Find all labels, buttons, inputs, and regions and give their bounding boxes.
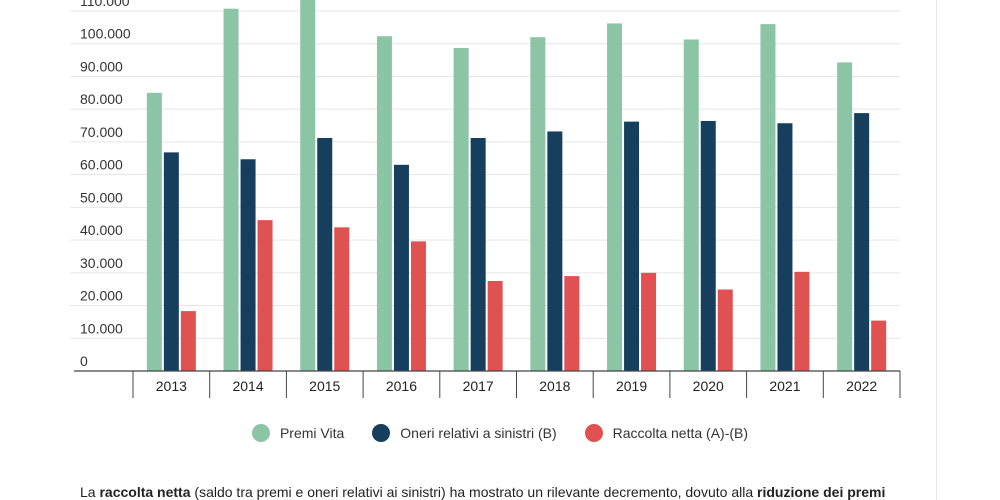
- bar-2016-series-1: [393, 164, 409, 371]
- bar-2021-series-2: [794, 271, 810, 371]
- caption-bold-raccolta: raccolta netta: [99, 484, 191, 500]
- y-tick-label: 70.000: [80, 124, 123, 140]
- y-tick-label: 100.000: [80, 26, 131, 42]
- x-tick-label: 2018: [539, 378, 570, 394]
- bar-2018-series-1: [547, 131, 563, 371]
- bar-2013-series-2: [180, 311, 196, 371]
- bar-2017-series-1: [470, 137, 486, 371]
- bar-2019-series-2: [641, 272, 657, 371]
- bar-2013-series-0: [146, 92, 162, 372]
- bar-2014-series-1: [240, 159, 256, 371]
- bar-2018-series-2: [564, 276, 580, 371]
- bar-2017-series-0: [453, 47, 469, 372]
- legend-dot-premi-vita: [251, 424, 270, 442]
- legend: Premi Vita Oneri relativi a sinistri (B)…: [0, 424, 1000, 442]
- x-axis: 2013 2014 2015 2016 2017 2018 2019 2020 2021 2022: [74, 370, 901, 398]
- caption-part-1: La: [80, 484, 100, 500]
- legend-label-premi-vita: Premi Vita: [279, 425, 345, 441]
- caption-bold-riduzione: riduzione dei premi: [757, 484, 886, 500]
- bar-2022-series-0: [837, 62, 853, 372]
- y-tick-label: 60.000: [80, 157, 123, 173]
- x-tick-label: 2019: [616, 378, 647, 394]
- bar-2016-series-2: [410, 241, 426, 371]
- y-tick-label: 80.000: [80, 91, 123, 107]
- bar-2016-series-0: [376, 36, 392, 371]
- x-tick-label: 2021: [769, 378, 800, 394]
- x-tick-label: 2017: [463, 378, 494, 394]
- bar-2015-series-1: [317, 137, 333, 371]
- y-axis-ticks: 0 10.000 20.000 30.000 40.000 50.000 60.000 70.…: [80, 0, 131, 369]
- legend-dot-raccolta: [584, 424, 603, 442]
- bar-2022-series-1: [854, 113, 870, 371]
- bar-2020-series-1: [700, 120, 716, 371]
- bar-2019-series-1: [624, 121, 640, 371]
- legend-item-premi-vita: Premi Vita: [251, 424, 345, 442]
- y-tick-label: 10.000: [80, 320, 123, 336]
- bar-2021-series-0: [760, 24, 776, 371]
- legend-item-oneri: Oneri relativi a sinistri (B): [372, 424, 557, 442]
- x-tick-label: 2015: [309, 378, 340, 394]
- bar-2020-series-0: [683, 39, 699, 372]
- y-tick-label: 90.000: [80, 58, 123, 74]
- legend-label-oneri: Oneri relativi a sinistri (B): [400, 425, 557, 441]
- x-tick-label: 2022: [846, 378, 877, 394]
- bar-chart: 0 10.000 20.000 30.000 40.000 50.000 60.000 70.…: [70, 0, 901, 398]
- y-tick-label: 30.000: [80, 255, 123, 271]
- y-tick-label: 40.000: [80, 222, 123, 238]
- bar-2020-series-2: [717, 289, 733, 371]
- x-tick-label: 2013: [156, 378, 187, 394]
- bar-2013-series-1: [163, 152, 179, 371]
- bar-2017-series-2: [487, 281, 503, 371]
- bars: [146, 0, 887, 372]
- bar-2022-series-2: [871, 320, 887, 371]
- caption-part-3: (saldo tra premi e oneri relativi ai sin…: [190, 484, 757, 500]
- x-tick-label: 2016: [386, 378, 417, 394]
- page-divider: [936, 0, 937, 500]
- bar-2021-series-1: [777, 123, 793, 371]
- bar-2014-series-2: [257, 220, 273, 371]
- y-tick-label: 50.000: [80, 189, 123, 205]
- legend-label-raccolta: Raccolta netta (A)-(B): [612, 425, 749, 441]
- legend-dot-oneri: [372, 424, 391, 442]
- bar-2014-series-0: [223, 8, 239, 371]
- y-tick-label: 110.000: [80, 0, 130, 9]
- bar-2015-series-0: [300, 0, 316, 371]
- bar-2019-series-0: [607, 23, 623, 371]
- y-tick-label: 0: [80, 353, 88, 369]
- y-tick-label: 20.000: [80, 288, 123, 304]
- x-tick-label: 2014: [232, 378, 263, 394]
- caption-text: La raccolta netta (saldo tra premi e one…: [80, 484, 900, 500]
- bar-2015-series-2: [334, 227, 350, 371]
- x-tick-label: 2020: [693, 378, 724, 394]
- legend-item-raccolta: Raccolta netta (A)-(B): [584, 424, 749, 442]
- bar-2018-series-0: [530, 37, 546, 371]
